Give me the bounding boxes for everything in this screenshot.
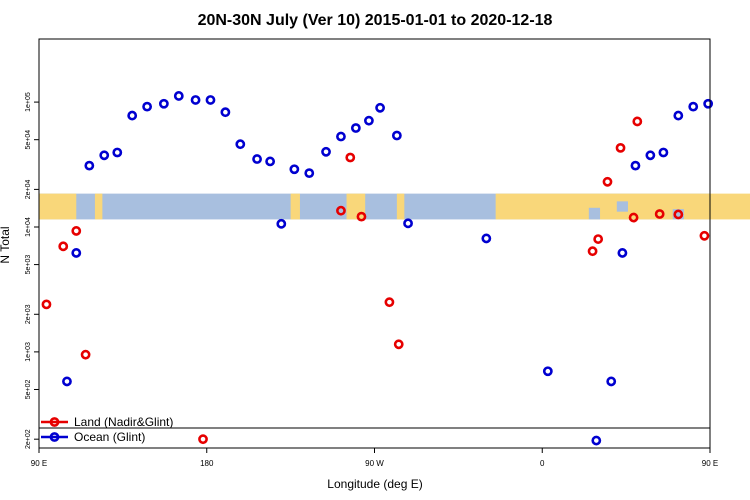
plot-frame (38, 38, 711, 449)
ocean-point (62, 376, 72, 387)
y-tick-label: 5e+02 (25, 380, 32, 400)
map-land (39, 193, 77, 220)
ocean-point (127, 110, 138, 121)
y-tick-label: 1e+05 (25, 92, 32, 112)
ocean-point (606, 376, 617, 387)
land-point (384, 297, 395, 308)
legend-ocean-marker (49, 432, 60, 442)
ocean-point (391, 130, 402, 141)
map-land (346, 193, 366, 220)
map-strip (39, 193, 750, 220)
ocean-point (265, 156, 276, 167)
x-axis-label: Longitude (deg E) (327, 477, 422, 491)
map-water (616, 201, 628, 212)
ocean-point (99, 150, 110, 161)
land-point (80, 349, 91, 360)
ocean-point (304, 168, 315, 179)
land-point (71, 226, 82, 236)
y-tick-label: 1e+03 (25, 342, 32, 362)
ocean-point (688, 101, 699, 112)
ocean-point (142, 101, 153, 112)
legend-land-marker (49, 417, 60, 427)
land-point (632, 116, 643, 127)
land-point (602, 176, 613, 187)
ocean-point (542, 366, 553, 377)
ocean-point (673, 110, 684, 121)
ocean-point (403, 218, 413, 229)
x-tick-label: 0 (540, 459, 545, 468)
y-tick-label: 2e+02 (25, 429, 32, 449)
y-axis: 2e+02 5e+02 1e+03 2e+03 5e+03 1e+04 2e+04 5e+04… (25, 92, 39, 449)
legend-land-label: Land (Nadir&Glint) (74, 415, 173, 429)
ocean-point (321, 146, 331, 157)
map-water (588, 207, 601, 220)
ocean-point (350, 123, 361, 133)
ocean-point (71, 248, 82, 258)
map-land (94, 193, 103, 220)
land-point (699, 230, 710, 241)
ocean-point (158, 98, 169, 109)
land-point (356, 211, 367, 222)
map-water (672, 209, 684, 220)
x-tick-label: 90 W (365, 459, 384, 468)
ocean-point (364, 115, 374, 126)
land-point (336, 205, 346, 216)
land-point (58, 241, 69, 252)
ocean-point (205, 95, 216, 105)
ocean-point (84, 160, 95, 171)
ocean-point (630, 160, 641, 171)
x-tick-label: 90 E (31, 459, 47, 468)
legend-ocean-label: Ocean (Glint) (74, 430, 145, 444)
land-point (673, 209, 684, 220)
ocean-point (617, 248, 628, 258)
ocean-point (375, 102, 385, 113)
ocean-point (336, 131, 346, 142)
legend: Land (Nadir&Glint) Ocean (Glint) (39, 415, 710, 444)
y-tick-label: 5e+03 (25, 255, 32, 275)
land-point (345, 152, 356, 163)
y-tick-label: 5e+04 (25, 130, 32, 150)
ocean-point (220, 107, 231, 118)
ocean-point (703, 98, 714, 109)
land-point (587, 246, 598, 257)
x-tick-label: 90 E (702, 459, 718, 468)
land-point (198, 434, 208, 445)
land-series (41, 116, 710, 445)
y-axis-label: N Total (0, 226, 12, 263)
land-point (654, 209, 665, 219)
y-tick-label: 1e+04 (25, 217, 32, 237)
ocean-point (289, 164, 300, 175)
land-point (41, 299, 52, 310)
y-tick-label: 2e+03 (25, 304, 32, 324)
ocean-point (190, 95, 201, 105)
ocean-series (62, 91, 714, 446)
ocean-point (252, 154, 262, 164)
ocean-point (591, 435, 602, 446)
land-point (593, 234, 604, 244)
land-point (615, 142, 626, 153)
x-axis: 90 E 180 90 W 0 90 E (31, 448, 718, 468)
ocean-point (235, 139, 246, 150)
ocean-point (481, 233, 492, 244)
y-tick-label: 2e+04 (25, 179, 32, 199)
ocean-point (173, 91, 184, 101)
land-point (393, 339, 404, 350)
x-tick-label: 180 (200, 459, 214, 468)
map-land (396, 193, 405, 220)
map-land (290, 193, 300, 220)
ocean-point (658, 147, 669, 158)
land-point (628, 212, 639, 223)
chart-title: 20N-30N July (Ver 10) 2015-01-01 to 2020… (198, 12, 553, 29)
ocean-point (645, 150, 656, 161)
ocean-point (276, 218, 287, 229)
ocean-point (112, 147, 123, 158)
